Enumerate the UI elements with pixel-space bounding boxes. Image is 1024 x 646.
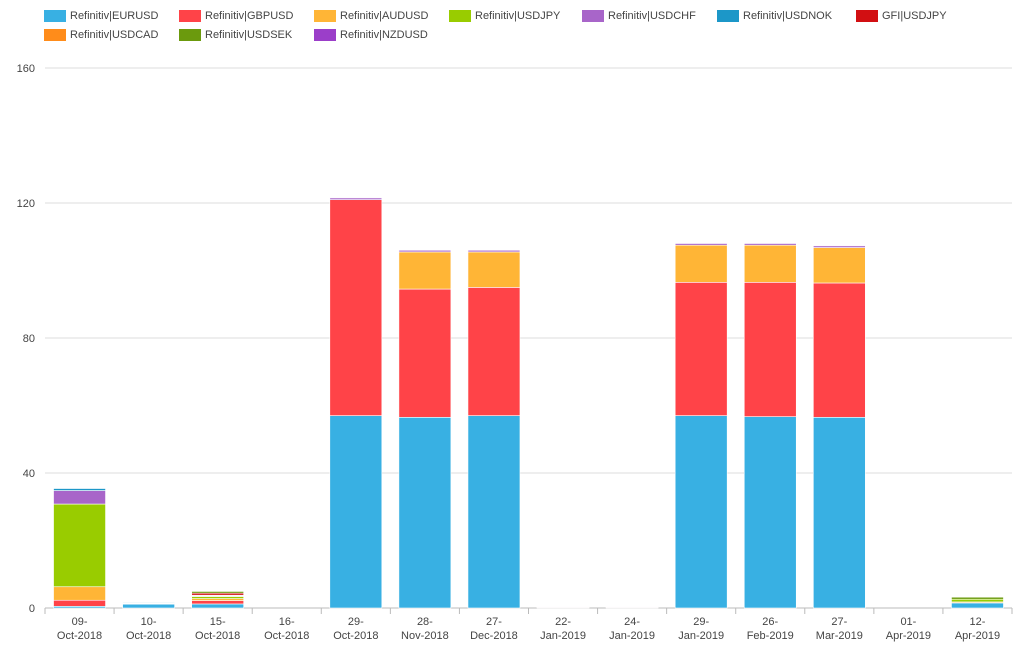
- legend-item[interactable]: Refinitiv|EURUSD: [44, 8, 158, 24]
- bar-segment[interactable]: [53, 488, 106, 491]
- x-tick-label: 29-Oct-2018: [333, 616, 378, 642]
- bar-segment[interactable]: [398, 251, 452, 290]
- y-axis: 0 40 80 120 160: [17, 63, 35, 615]
- x-tick-label: 10-Oct-2018: [126, 616, 171, 642]
- x-tick-label: 27-Mar-2019: [816, 616, 863, 642]
- legend-swatch: [44, 10, 66, 22]
- bar-segment[interactable]: [674, 243, 728, 246]
- bar-segment[interactable]: [467, 287, 521, 416]
- bar-segment[interactable]: [53, 503, 106, 588]
- x-tick-label: 26-Feb-2019: [747, 616, 794, 642]
- y-tick-label: 80: [23, 333, 35, 345]
- legend-item[interactable]: Refinitiv|GBPUSD: [179, 8, 293, 24]
- legend-swatch: [314, 29, 336, 41]
- legend-item[interactable]: Refinitiv|USDNOK: [717, 8, 832, 24]
- bar-segment[interactable]: [674, 244, 728, 283]
- y-tick-label: 40: [23, 468, 35, 480]
- bar-segment[interactable]: [467, 415, 521, 609]
- legend-swatch: [449, 10, 471, 22]
- bar-segment[interactable]: [743, 244, 797, 283]
- bar-segment[interactable]: [743, 282, 797, 417]
- legend-swatch: [582, 10, 604, 22]
- legend-swatch: [314, 10, 336, 22]
- legend-label: Refinitiv|USDJPY: [475, 10, 561, 22]
- bar-segment[interactable]: [813, 282, 866, 418]
- bars: [53, 197, 1004, 609]
- legend-item[interactable]: Refinitiv|USDSEK: [179, 27, 292, 43]
- x-tick-label: 01-Apr-2019: [886, 616, 931, 642]
- bar-segment[interactable]: [467, 251, 521, 288]
- gridlines: [45, 67, 1012, 609]
- x-axis: 09-Oct-2018 10-Oct-2018 15-Oct-2018 16-Oct-…: [44, 608, 1013, 642]
- bar-segment[interactable]: [122, 602, 175, 604]
- legend-swatch: [717, 10, 739, 22]
- legend-swatch: [179, 29, 201, 41]
- x-tick-label: 27-Dec-2018: [470, 616, 518, 642]
- legend-item[interactable]: GFI|USDJPY: [856, 8, 947, 24]
- bar-segment[interactable]: [191, 600, 244, 605]
- legend-label: Refinitiv|USDCAD: [70, 29, 159, 41]
- x-tick-label: 24-Jan-2019: [609, 616, 655, 642]
- legend-label: Refinitiv|USDSEK: [205, 29, 293, 41]
- bar-segment[interactable]: [951, 596, 1004, 600]
- bar-segment[interactable]: [743, 243, 797, 246]
- bar-segment[interactable]: [813, 417, 866, 609]
- legend-item[interactable]: Refinitiv|NZDUSD: [314, 27, 428, 43]
- x-tick-label: 16-Oct-2018: [264, 616, 309, 642]
- legend-swatch: [179, 10, 201, 22]
- bar-segment[interactable]: [329, 197, 383, 200]
- bar-segment[interactable]: [605, 606, 659, 608]
- bar-segment[interactable]: [53, 490, 106, 505]
- bar-segment[interactable]: [191, 592, 244, 596]
- bar-segment[interactable]: [951, 598, 1004, 603]
- y-tick-label: 0: [29, 603, 35, 615]
- bar-segment[interactable]: [813, 247, 866, 284]
- bar-segment[interactable]: [329, 415, 383, 609]
- legend-label: Refinitiv|USDCHF: [608, 10, 696, 22]
- bar-segment[interactable]: [398, 417, 452, 609]
- bar-segment[interactable]: [191, 603, 244, 609]
- bar-segment[interactable]: [398, 249, 452, 253]
- legend-swatch: [856, 10, 878, 22]
- x-tick-label: 09-Oct-2018: [57, 616, 102, 642]
- bar-segment[interactable]: [53, 599, 106, 607]
- bar-segment[interactable]: [191, 598, 244, 601]
- bar-segment[interactable]: [398, 288, 452, 418]
- legend-swatch: [44, 29, 66, 41]
- bar-segment[interactable]: [951, 602, 1004, 609]
- bar-segment[interactable]: [53, 586, 106, 601]
- legend-item[interactable]: Refinitiv|USDJPY: [449, 8, 560, 24]
- x-tick-label: 28-Nov-2018: [401, 616, 449, 642]
- bar-segment[interactable]: [191, 596, 244, 599]
- x-tick-label: 15-Oct-2018: [195, 616, 240, 642]
- bar-segment[interactable]: [329, 199, 383, 416]
- legend-label: GFI|USDJPY: [882, 10, 947, 22]
- x-tick-label: 12-Apr-2019: [955, 616, 1000, 642]
- legend-item[interactable]: Refinitiv|AUDUSD: [314, 8, 428, 24]
- bar-segment[interactable]: [743, 416, 797, 609]
- legend-label: Refinitiv|AUDUSD: [340, 10, 429, 22]
- legend-label: Refinitiv|GBPUSD: [205, 10, 294, 22]
- bar-segment[interactable]: [122, 603, 175, 609]
- legend-item[interactable]: Refinitiv|USDCAD: [44, 27, 158, 43]
- bar-segment[interactable]: [191, 591, 244, 594]
- y-tick-label: 160: [17, 63, 35, 75]
- bar-segment[interactable]: [813, 245, 866, 248]
- x-tick-label: 29-Jan-2019: [678, 616, 724, 642]
- bar-segment[interactable]: [674, 282, 728, 416]
- legend-item[interactable]: Refinitiv|USDCHF: [582, 8, 696, 24]
- y-tick-label: 120: [17, 198, 35, 210]
- bar-segment[interactable]: [536, 606, 590, 608]
- x-tick-label: 22-Jan-2019: [540, 616, 586, 642]
- legend-label: Refinitiv|USDNOK: [743, 10, 833, 22]
- bar-segment[interactable]: [674, 415, 728, 609]
- bar-segment[interactable]: [467, 249, 521, 253]
- legend-label: Refinitiv|NZDUSD: [340, 29, 428, 41]
- legend-label: Refinitiv|EURUSD: [70, 10, 159, 22]
